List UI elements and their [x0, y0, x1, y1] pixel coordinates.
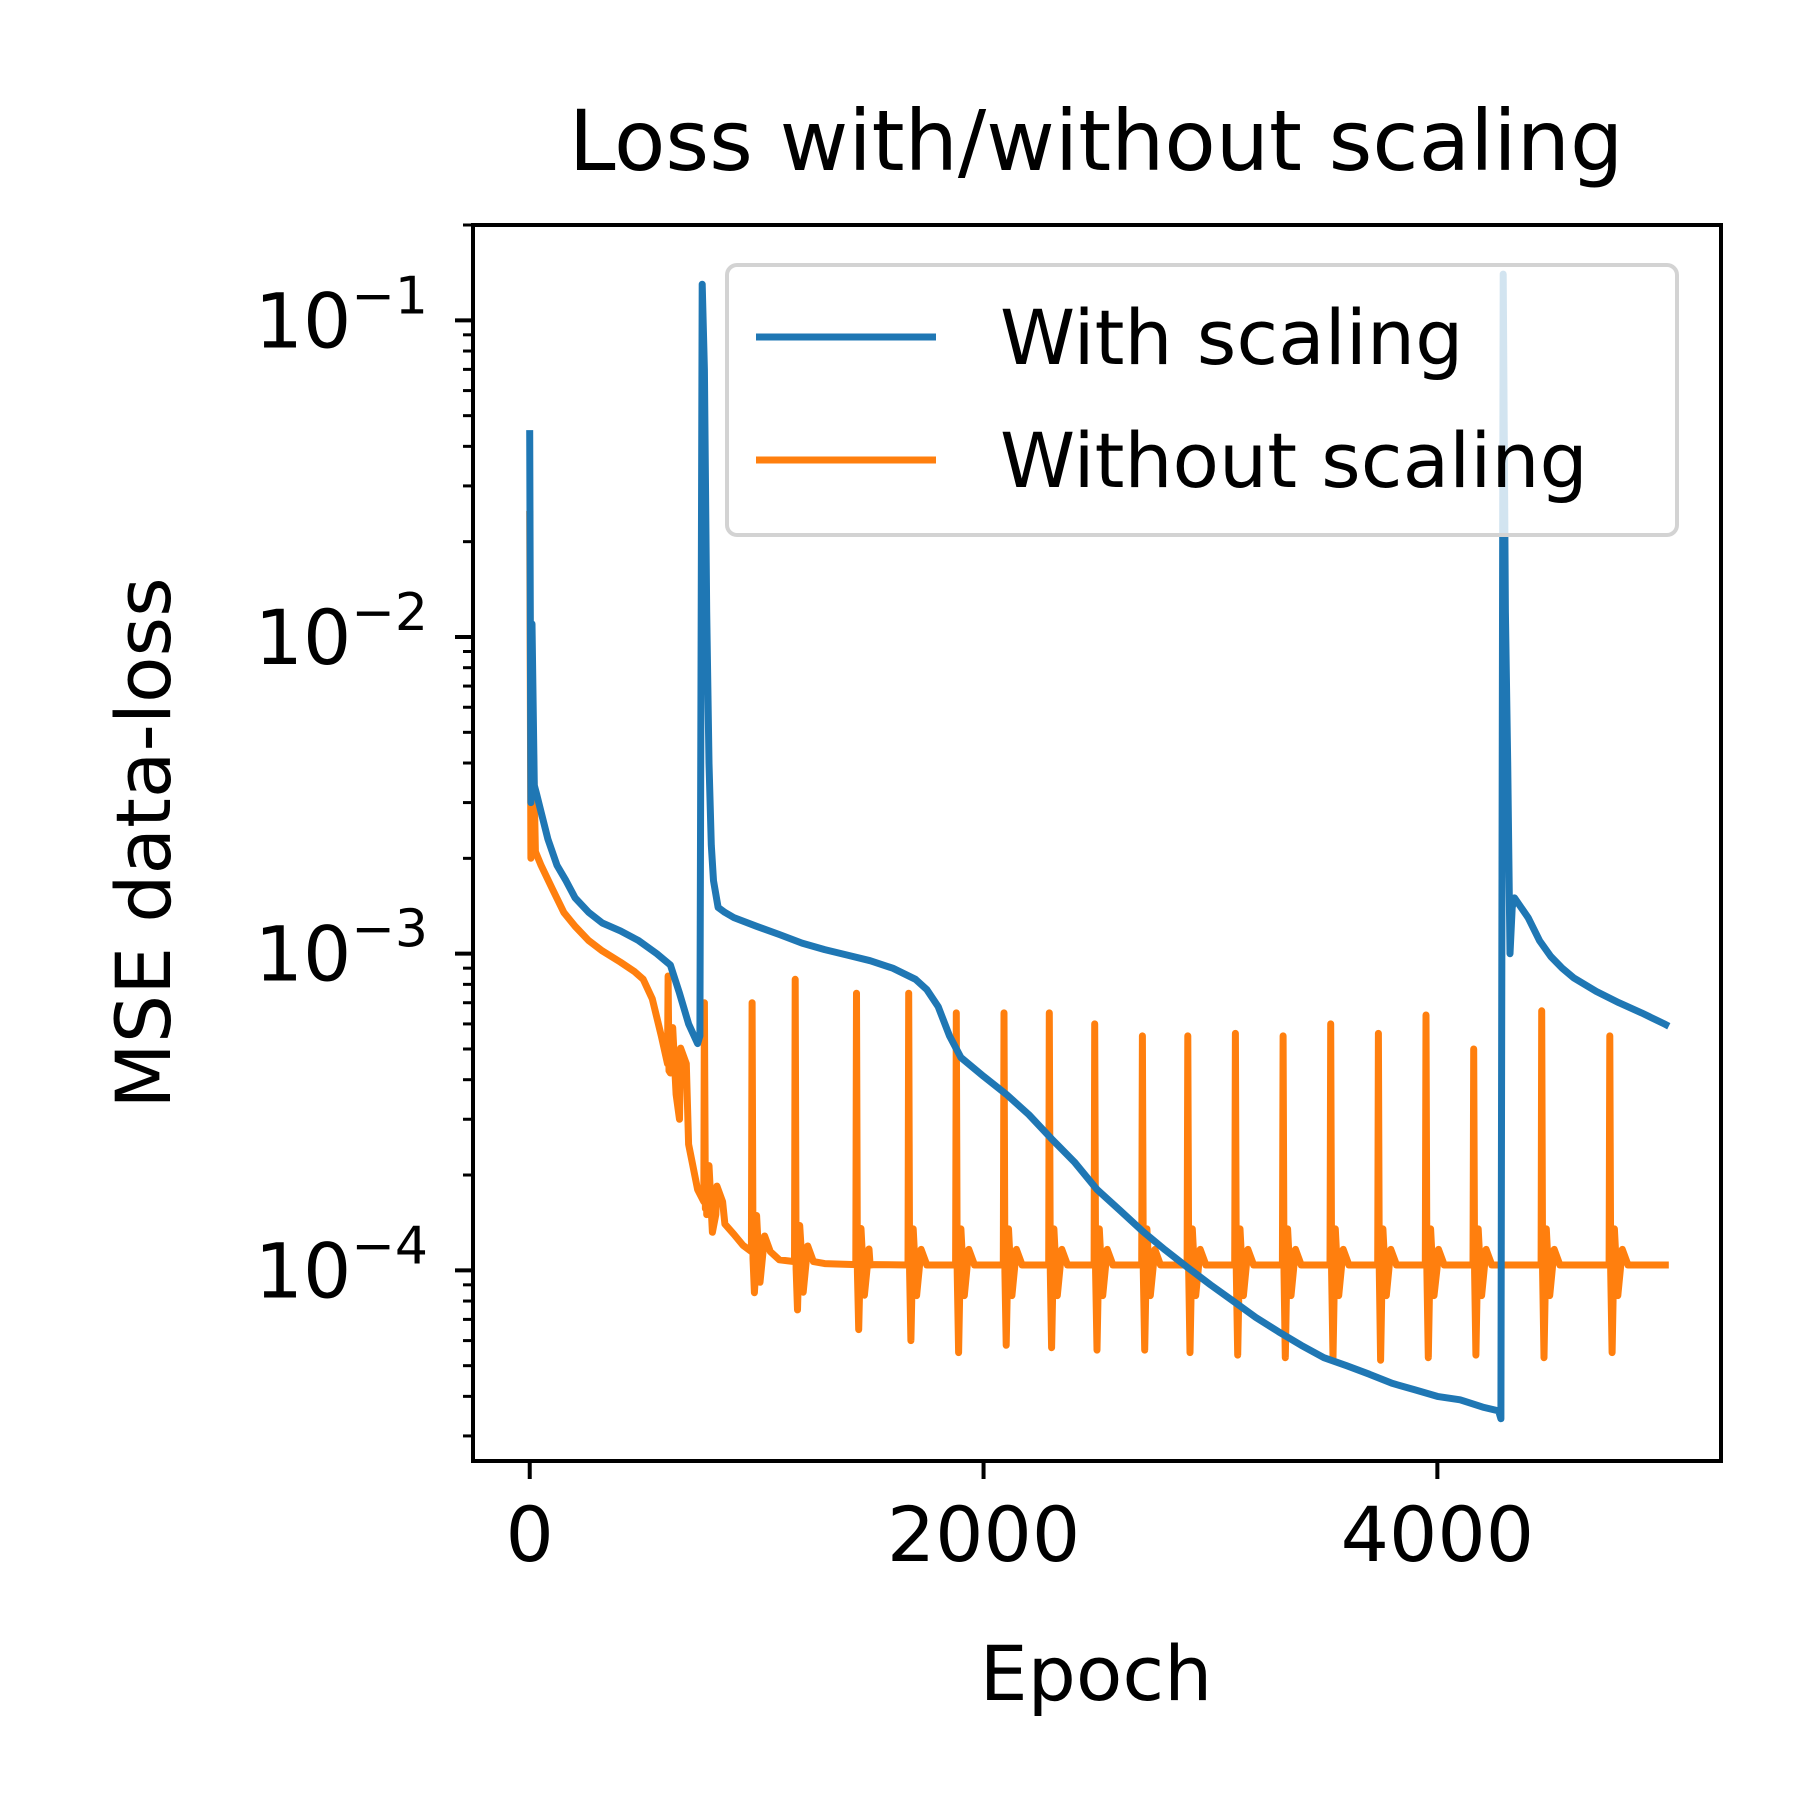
y-tick-label: 10−4 [255, 1216, 428, 1315]
y-tick-base: 10 [255, 276, 352, 365]
y-axis-label: MSE data-loss [99, 577, 188, 1108]
x-axis-ticks: 0 2000 4000 [506, 1461, 1534, 1579]
y-tick-base: 10 [255, 910, 352, 999]
chart-title: Loss with/without scaling [569, 92, 1624, 190]
series-layer [526, 270, 1671, 1423]
series-line-without-scaling [526, 510, 1669, 1364]
y-tick-exponent: −2 [351, 583, 428, 643]
y-axis-ticks: 10−110−210−310−4 [255, 223, 473, 1438]
x-tick-label: 4000 [1341, 1490, 1534, 1579]
y-tick-label: 10−2 [255, 583, 428, 682]
y-tick-base: 10 [255, 593, 352, 682]
x-axis-label: Epoch [980, 1629, 1213, 1718]
y-tick-label: 10−3 [255, 900, 428, 999]
y-tick-exponent: −3 [351, 900, 428, 960]
legend: With scaling Without scaling [725, 263, 1679, 537]
y-tick-label: 10−1 [255, 266, 428, 365]
legend-label-without-scaling: Without scaling [1000, 416, 1588, 505]
plot-frame [471, 223, 1723, 1463]
series-line-with-scaling [526, 270, 1671, 1423]
y-tick-base: 10 [255, 1226, 352, 1315]
x-tick-label: 2000 [887, 1490, 1080, 1579]
y-tick-exponent: −1 [351, 266, 428, 326]
legend-label-with-scaling: With scaling [1000, 293, 1463, 382]
legend-box [725, 263, 1679, 537]
y-tick-exponent: −4 [351, 1216, 428, 1276]
x-tick-label: 0 [506, 1490, 554, 1579]
